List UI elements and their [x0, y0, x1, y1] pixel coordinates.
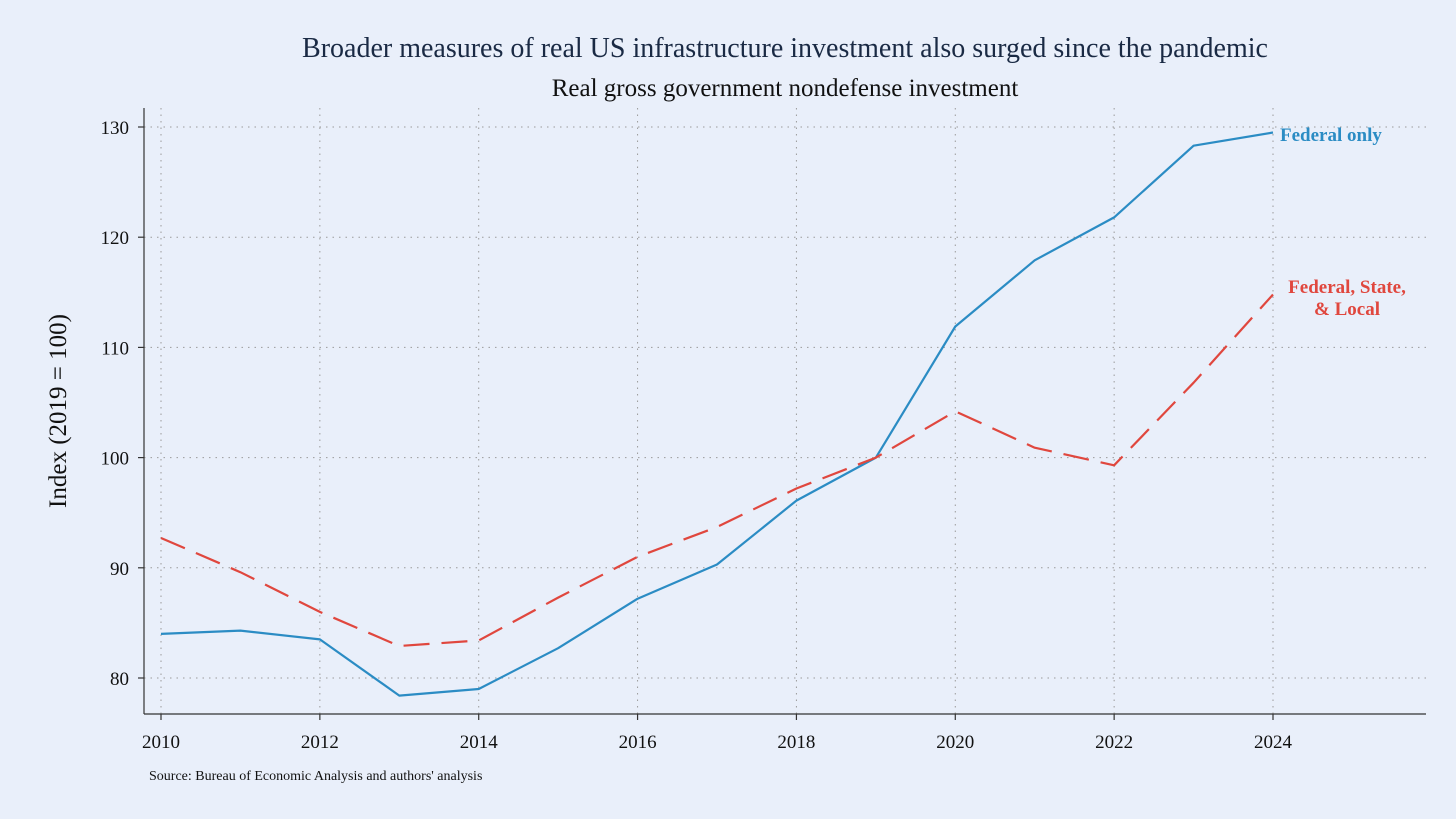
- x-tick-label: 2012: [301, 732, 339, 753]
- x-tick-label: 2018: [777, 732, 815, 753]
- series-label-federal-only: Federal only: [1280, 125, 1382, 146]
- source-note: Source: Bureau of Economic Analysis and …: [149, 769, 482, 784]
- axes: [143, 108, 1426, 715]
- series: [160, 131, 1274, 697]
- chart-subtitle: Real gross government nondefense investm…: [552, 75, 1019, 102]
- series-label-line: Federal, State,: [1288, 277, 1406, 298]
- y-axis-title: Index (2019 = 100): [45, 314, 72, 508]
- y-tick-label: 90: [110, 559, 129, 580]
- y-tick-label: 80: [110, 669, 129, 690]
- chart-title: Broader measures of real US infrastructu…: [302, 33, 1268, 64]
- y-tick-label: 100: [101, 449, 130, 470]
- series-line-federal-only: [160, 131, 1274, 697]
- y-tick-label: 110: [101, 338, 129, 359]
- series-label-line: & Local: [1314, 299, 1380, 320]
- x-tick-label: 2022: [1095, 732, 1133, 753]
- x-tick-label: 2016: [619, 732, 657, 753]
- x-tick-label: 2024: [1254, 732, 1293, 753]
- series-line-federal-state-local: [160, 293, 1274, 648]
- series-labels: Federal only Federal, State, & Local: [1280, 125, 1406, 320]
- y-axis-ticks: 80 90 100 110 120 130: [101, 118, 144, 690]
- y-tick-label: 120: [101, 228, 130, 249]
- series-label-federal-state-local: Federal, State, & Local: [1288, 277, 1406, 320]
- x-tick-label: 2010: [142, 732, 180, 753]
- x-tick-label: 2020: [936, 732, 974, 753]
- x-tick-label: 2014: [460, 732, 499, 753]
- gridlines: [144, 108, 1426, 714]
- y-tick-label: 130: [101, 118, 130, 139]
- x-axis-ticks: 2010 2012 2014 2016 2018 2020 2022 2024: [142, 714, 1293, 753]
